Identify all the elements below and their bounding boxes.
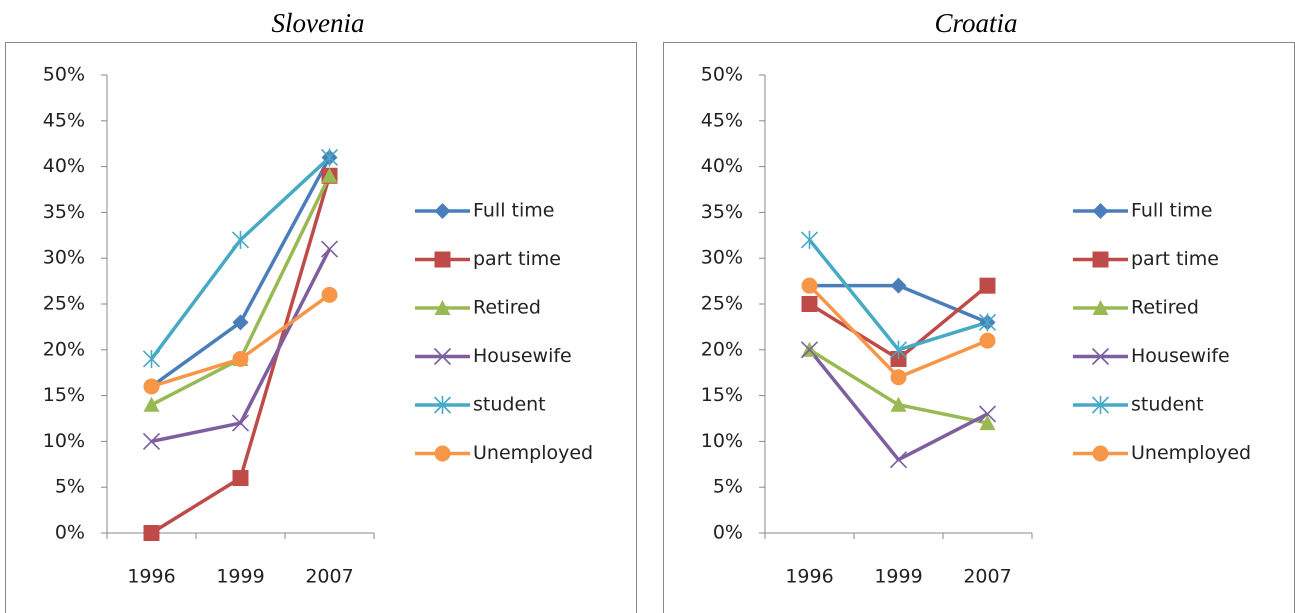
data-point (143, 396, 160, 412)
legend-label: Housewife (1131, 345, 1230, 367)
data-point (890, 277, 907, 294)
series-line (808, 238, 989, 352)
y-tick-label: 25% (701, 293, 743, 315)
y-tick-label: 20% (43, 338, 85, 360)
y-tick-label: 25% (43, 293, 85, 315)
legend-marker (1091, 347, 1110, 366)
y-tick-label: 10% (701, 430, 743, 452)
x-tick-label: 2007 (305, 566, 353, 588)
legend-marker (434, 445, 451, 462)
y-tick-label: 35% (701, 201, 743, 223)
y-tick-label: 50% (701, 64, 743, 86)
y-tick-label: 5% (713, 476, 743, 498)
x-tick-label: 1996 (127, 566, 175, 588)
data-point (801, 277, 818, 294)
y-tick-label: 0% (55, 522, 85, 544)
data-point (320, 240, 339, 258)
data-point (978, 313, 997, 332)
data-point (321, 167, 338, 183)
legend-label: student (473, 394, 546, 416)
data-point (231, 230, 250, 249)
legend-marker (1091, 396, 1110, 414)
y-tick-label: 15% (43, 384, 85, 406)
legend-marker (434, 251, 451, 268)
legend-label: Housewife (473, 345, 572, 367)
data-point (142, 349, 161, 368)
data-point (142, 432, 161, 450)
data-point (979, 332, 996, 349)
legend-label: Retired (473, 297, 541, 319)
y-tick-label: 15% (701, 384, 743, 406)
x-tick-label: 1999 (216, 566, 264, 588)
y-tick-label: 35% (43, 201, 85, 223)
legend-label: Unemployed (1131, 442, 1251, 464)
legend-marker (433, 347, 452, 366)
data-point (320, 148, 339, 167)
y-tick-label: 30% (701, 247, 743, 269)
legend-marker (1092, 203, 1109, 219)
series-line (150, 293, 331, 389)
legend-marker (434, 300, 451, 315)
x-tick-label: 2007 (963, 566, 1011, 588)
data-point (890, 369, 907, 386)
legend-marker (1092, 300, 1109, 315)
legend-label: part time (1131, 248, 1219, 270)
legend-marker (1092, 445, 1109, 462)
x-tick-label: 1999 (874, 566, 922, 588)
legend-label: Full time (1131, 200, 1212, 222)
y-tick-label: 40% (43, 155, 85, 177)
legend-label: part time (473, 248, 561, 270)
y-tick-label: 0% (713, 522, 743, 544)
data-point (800, 230, 819, 249)
data-point (890, 396, 907, 412)
y-tick-label: 45% (701, 109, 743, 131)
y-tick-label: 45% (43, 109, 85, 131)
data-point (231, 414, 250, 432)
data-point (978, 405, 997, 423)
legend-label: Full time (473, 200, 554, 222)
legend-marker (1092, 251, 1109, 268)
series-line (151, 248, 332, 444)
data-point (321, 286, 338, 303)
legend-label: Unemployed (473, 442, 593, 464)
data-point (232, 350, 249, 367)
legend-marker (434, 203, 451, 219)
y-tick-label: 30% (43, 247, 85, 269)
data-point (143, 378, 160, 395)
y-tick-label: 10% (43, 430, 85, 452)
chart-title: Croatia (934, 8, 1017, 38)
data-point (979, 277, 996, 294)
data-point (979, 415, 996, 431)
data-point (232, 470, 249, 487)
y-tick-label: 50% (43, 64, 85, 86)
x-tick-label: 1996 (785, 566, 833, 588)
legend-label: student (1131, 394, 1204, 416)
chart-frame (663, 42, 1295, 613)
chart-frame (5, 42, 637, 613)
y-tick-label: 20% (701, 338, 743, 360)
data-point (143, 525, 160, 541)
data-point (889, 340, 908, 359)
legend-label: Retired (1131, 297, 1199, 319)
data-point (889, 451, 908, 469)
y-tick-label: 5% (55, 476, 85, 498)
data-point (890, 350, 907, 367)
data-point (801, 296, 818, 312)
y-tick-label: 40% (701, 155, 743, 177)
chart-title: Slovenia (272, 8, 365, 38)
legend-marker (433, 396, 452, 414)
data-point (800, 341, 819, 359)
data-point (232, 314, 249, 331)
